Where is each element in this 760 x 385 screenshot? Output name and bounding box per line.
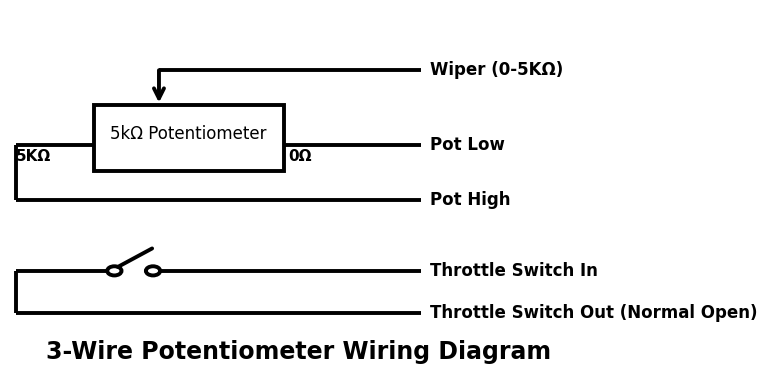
Bar xyxy=(93,105,283,171)
Text: Pot High: Pot High xyxy=(429,191,510,209)
Text: Throttle Switch Out (Normal Open): Throttle Switch Out (Normal Open) xyxy=(429,304,757,322)
Text: 0Ω: 0Ω xyxy=(289,149,312,164)
Text: 5KΩ: 5KΩ xyxy=(16,149,52,164)
Text: 3-Wire Potentiometer Wiring Diagram: 3-Wire Potentiometer Wiring Diagram xyxy=(46,340,551,365)
Text: 5kΩ Potentiometer: 5kΩ Potentiometer xyxy=(110,125,267,143)
Text: Throttle Switch In: Throttle Switch In xyxy=(429,262,597,280)
Text: Pot Low: Pot Low xyxy=(429,136,505,154)
Text: Wiper (0-5KΩ): Wiper (0-5KΩ) xyxy=(429,61,563,79)
